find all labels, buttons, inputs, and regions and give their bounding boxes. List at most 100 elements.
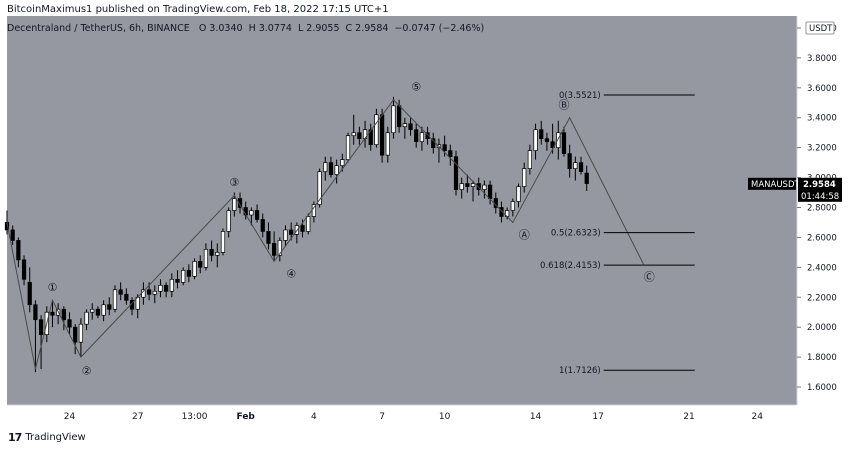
- candle-down: [425, 132, 430, 140]
- candle-up: [522, 168, 527, 187]
- y-tick-label: 1.6000: [807, 383, 837, 393]
- candle-up: [203, 249, 209, 268]
- candle-up: [192, 261, 197, 277]
- candle-down: [175, 278, 180, 283]
- fib-level-label: 0.618(2.4153): [540, 261, 601, 271]
- y-tick-label: 3.8000: [807, 54, 837, 64]
- candle-down: [260, 219, 265, 232]
- wave-label: Ⓒ: [644, 270, 655, 283]
- candle-up: [351, 132, 356, 137]
- axis-unit-box: [805, 21, 835, 35]
- candle-down: [289, 229, 294, 235]
- candle-down: [33, 304, 38, 321]
- y-tick-label: 3.4000: [807, 114, 837, 124]
- candle-down: [209, 249, 214, 256]
- candle-up: [215, 252, 220, 256]
- x-tick-label: 13:00: [182, 412, 208, 422]
- candle-down: [186, 269, 191, 277]
- candle-up: [510, 201, 515, 211]
- candle-down: [27, 281, 32, 306]
- candle-up: [556, 132, 561, 149]
- candle-down: [397, 105, 402, 128]
- candle-up: [112, 289, 118, 310]
- price-tag-countdown: 01:44:58: [801, 192, 839, 202]
- candle-up: [306, 216, 311, 232]
- symbol-title: Decentraland / TetherUS, 6h, BINANCE: [7, 23, 190, 34]
- candle-down: [414, 129, 419, 143]
- candle-down: [442, 144, 447, 152]
- candle-down: [561, 132, 567, 154]
- candle-up: [323, 162, 328, 172]
- candle-up: [391, 105, 396, 134]
- candle-down: [578, 162, 584, 172]
- candle-up: [470, 183, 476, 187]
- candle-up: [90, 308, 95, 313]
- ohlc-o: O 3.0340: [198, 23, 243, 34]
- candle-up: [340, 159, 345, 166]
- candle-down: [124, 293, 129, 301]
- candle-up: [533, 129, 538, 152]
- ohlc-readout: O 3.0340 H 3.0774 L 2.9055 C 2.9584 −0.0747 …: [195, 23, 486, 34]
- candle-down: [146, 289, 152, 295]
- candle-up: [402, 123, 407, 128]
- price-tag-bg: [798, 177, 842, 202]
- candle-up: [226, 210, 231, 232]
- published-text: BitcoinMaximus1 published on TradingView…: [7, 4, 389, 15]
- candle-up: [169, 278, 174, 292]
- candle-down: [254, 210, 260, 220]
- plot-area: [7, 16, 797, 405]
- ohlc-change: −0.0747 (−2.46%): [394, 23, 485, 34]
- symbol-tag-bg: [748, 177, 796, 190]
- tradingview-brand-label: TradingView: [25, 432, 86, 443]
- ohlc-l: L 2.9055: [297, 23, 340, 34]
- candle-up: [459, 183, 464, 190]
- price-axis-panel: [797, 16, 850, 405]
- y-tick-label: 2.4000: [807, 263, 837, 273]
- x-tick-label: 24: [64, 412, 76, 422]
- candle-down: [465, 183, 470, 187]
- x-tick-label: 17: [592, 412, 603, 422]
- x-tick-label: 21: [683, 412, 694, 422]
- candle-down: [453, 156, 459, 190]
- wave-label: ①: [48, 281, 58, 294]
- symbol-header[interactable]: Decentraland / TetherUS, 6h, BINANCE O 3…: [7, 23, 488, 34]
- candle-down: [164, 284, 169, 292]
- candle-up: [277, 240, 282, 256]
- x-tick-label: Feb: [237, 412, 256, 422]
- candle-up: [158, 284, 163, 292]
- y-tick-label: 1.8000: [807, 353, 837, 363]
- candle-down: [95, 308, 101, 316]
- tradingview-logo[interactable]: 17 TradingView: [8, 431, 86, 444]
- tradingview-logo-icon: 17: [8, 431, 22, 444]
- candle-up: [385, 132, 390, 156]
- candle-down: [328, 162, 334, 175]
- candle-up: [232, 198, 237, 211]
- candle-up: [527, 150, 532, 169]
- y-tick-label: 2.8000: [807, 204, 837, 214]
- wave-label: ⑤: [411, 80, 421, 93]
- symbol-tag-label: MANAUSDT: [751, 180, 800, 190]
- candle-up: [573, 162, 578, 169]
- candle-down: [21, 259, 27, 280]
- y-tick-label: 3.6000: [807, 84, 837, 94]
- candle-down: [38, 319, 44, 336]
- candle-up: [181, 269, 186, 283]
- candle-down: [550, 141, 555, 149]
- ohlc-c: C 2.9584: [345, 23, 389, 34]
- candle-down: [584, 172, 589, 184]
- y-tick-label: 3.2000: [807, 144, 837, 154]
- candle-up: [101, 304, 106, 316]
- candle-down: [476, 183, 481, 190]
- ohlc-h: H 3.0774: [248, 23, 292, 34]
- x-tick-label: 7: [379, 412, 385, 422]
- wave-label: ④: [286, 267, 296, 280]
- candle-down: [379, 114, 385, 156]
- candle-down: [237, 198, 243, 208]
- candle-up: [374, 114, 379, 146]
- candle-down: [272, 243, 277, 256]
- price-tag-value: 2.9584: [803, 180, 836, 190]
- wave-label: Ⓐ: [519, 228, 530, 241]
- candle-down: [408, 123, 413, 131]
- candle-down: [448, 150, 453, 157]
